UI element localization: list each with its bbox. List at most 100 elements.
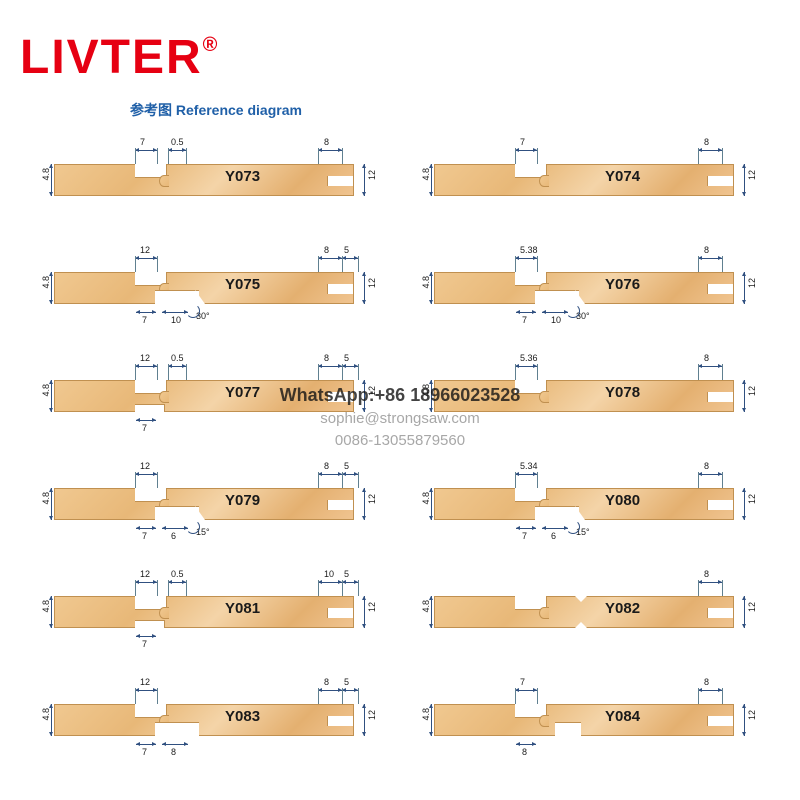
dim-top-2: 8 <box>704 138 709 147</box>
dim-top-3: 5 <box>344 678 349 687</box>
dim-top-2: 8 <box>704 354 709 363</box>
part-number: Y078 <box>605 384 640 401</box>
part-number: Y082 <box>605 600 640 617</box>
dim-top-2: 8 <box>324 354 329 363</box>
profile-Y073: Y073 4.8 12 7 0.5 8 <box>40 120 380 228</box>
dim-top-2: 8 <box>324 246 329 255</box>
plank <box>434 596 734 628</box>
part-number: Y079 <box>225 492 260 509</box>
dim-top-0: 12 <box>140 462 150 471</box>
part-number: Y083 <box>225 708 260 725</box>
profile-Y083: Y0834.812128578 <box>40 660 380 768</box>
dim-bottom-0: 7 <box>142 532 147 541</box>
profile-Y076: Y0764.8125.38871030° <box>420 228 760 336</box>
dim-right-v: 12 <box>748 602 757 612</box>
dim-top-3: 5 <box>344 246 349 255</box>
part-number: Y080 <box>605 492 640 509</box>
dim-top-1: 0.5 <box>171 138 184 147</box>
dim-left-v: 4.8 <box>42 276 51 289</box>
dim-top-0: 12 <box>140 354 150 363</box>
dim-right-v: 12 <box>748 386 757 396</box>
dim-right-v: 12 <box>368 494 377 504</box>
dim-bottom-1: 6 <box>171 532 176 541</box>
dim-top-0: 12 <box>140 570 150 579</box>
dim-right-v: 12 <box>748 170 757 180</box>
dim-top-0: 12 <box>140 246 150 255</box>
dim-left-v: 4.8 <box>42 384 51 397</box>
part-number: Y073 <box>225 168 260 185</box>
dim-top-0: 5.38 <box>520 246 538 255</box>
plank <box>434 164 734 196</box>
dim-top-0: 7 <box>140 138 145 147</box>
dim-bottom-0: 7 <box>142 316 147 325</box>
dim-top-2: 8 <box>704 246 709 255</box>
dim-bottom-0: 7 <box>522 316 527 325</box>
dim-top-2: 8 <box>704 678 709 687</box>
dim-bottom-0: 7 <box>142 424 147 433</box>
dim-bottom-0: 7 <box>142 640 147 649</box>
plank <box>54 704 354 736</box>
dim-right-v: 12 <box>748 278 757 288</box>
dim-top-0: 5.34 <box>520 462 538 471</box>
dim-top-2: 8 <box>324 462 329 471</box>
brand-text: LIVTER <box>20 31 203 84</box>
part-number: Y081 <box>225 600 260 617</box>
plank <box>54 272 354 304</box>
dim-bottom-0: 7 <box>522 532 527 541</box>
profile-Y082: Y082 4.8 12 8 <box>420 552 760 660</box>
dim-right-v: 12 <box>368 278 377 288</box>
brand-logo: LIVTER® <box>20 30 219 85</box>
dim-bottom-1: 8 <box>171 748 176 757</box>
dim-top-3: 5 <box>344 462 349 471</box>
plank <box>54 164 354 196</box>
dim-bottom-1: 6 <box>551 532 556 541</box>
dim-top-0: 7 <box>520 678 525 687</box>
dim-top-2: 8 <box>704 570 709 579</box>
plank <box>434 488 734 520</box>
dim-right-v: 12 <box>368 710 377 720</box>
dim-bottom-1: 10 <box>171 316 181 325</box>
dim-top-0: 12 <box>140 678 150 687</box>
dim-left-v: 4.8 <box>422 276 431 289</box>
dim-top-1: 0.5 <box>171 354 184 363</box>
part-number: Y075 <box>225 276 260 293</box>
watermark-line2: sophie@strongsaw.com <box>320 410 479 427</box>
plank <box>54 596 354 628</box>
watermark-line1: WhatsApp:+86 18966023528 <box>280 385 521 406</box>
dim-left-v: 4.8 <box>42 600 51 613</box>
dim-top-3: 5 <box>344 570 349 579</box>
profile-Y080: Y0804.8125.3487615° <box>420 444 760 552</box>
profile-Y074: Y074 4.8 12 7 8 <box>420 120 760 228</box>
dim-top-2: 8 <box>704 462 709 471</box>
dim-left-v: 4.8 <box>42 168 51 181</box>
profile-Y081: Y0814.812120.51057 <box>40 552 380 660</box>
plank <box>434 272 734 304</box>
plank <box>54 488 354 520</box>
dim-top-3: 5 <box>344 354 349 363</box>
dim-bottom-0: 7 <box>142 748 147 757</box>
dim-top-0: 7 <box>520 138 525 147</box>
dim-right-v: 12 <box>368 170 377 180</box>
watermark-line3: 0086-13055879560 <box>335 432 465 449</box>
dim-left-v: 4.8 <box>42 492 51 505</box>
dim-left-v: 4.8 <box>42 708 51 721</box>
dim-right-v: 12 <box>748 710 757 720</box>
dim-left-v: 4.8 <box>422 168 431 181</box>
part-number: Y084 <box>605 708 640 725</box>
dim-top-2: 10 <box>324 570 334 579</box>
diagram-title: 参考图 Reference diagram <box>130 100 302 120</box>
part-number: Y074 <box>605 168 640 185</box>
part-number: Y077 <box>225 384 260 401</box>
part-number: Y076 <box>605 276 640 293</box>
dim-bottom-0: 8 <box>522 748 527 757</box>
plank <box>434 704 734 736</box>
dim-top-2: 8 <box>324 138 329 147</box>
dim-bottom-1: 10 <box>551 316 561 325</box>
profile-Y079: Y0794.81212857615° <box>40 444 380 552</box>
dim-right-v: 12 <box>368 602 377 612</box>
dim-left-v: 4.8 <box>422 708 431 721</box>
dim-left-v: 4.8 <box>422 492 431 505</box>
profile-Y084: Y084 4.8 12 7 8 8 <box>420 660 760 768</box>
registered-mark: ® <box>203 34 220 56</box>
dim-left-v: 4.8 <box>422 600 431 613</box>
